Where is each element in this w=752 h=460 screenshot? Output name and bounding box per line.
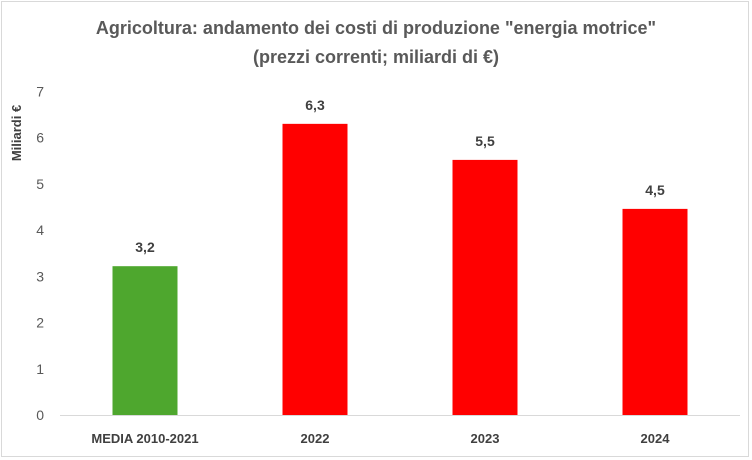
bar [282,123,348,415]
bars [112,123,688,415]
bar-value-label: 6,3 [305,97,325,113]
x-category-label: 2023 [471,431,500,446]
chart-title-line-1: Agricoltura: andamento dei costi di prod… [96,18,656,38]
bar [452,159,518,415]
value-labels: 3,2 6,3 5,5 4,5 [135,97,665,255]
y-axis-ticks: 0 1 2 3 4 5 6 7 [36,84,44,424]
y-tick-label: 4 [36,222,44,238]
y-axis-label: Miliardi € [9,105,24,161]
y-tick-label: 3 [36,268,44,284]
bar [622,208,688,415]
x-category-label: MEDIA 2010-2021 [91,431,198,446]
y-tick-label: 1 [36,361,44,377]
y-tick-label: 7 [36,84,44,100]
bar-value-label: 3,2 [135,239,155,255]
x-category-label: 2024 [641,431,671,446]
y-tick-label: 2 [36,315,44,331]
y-tick-label: 0 [36,407,44,423]
chart-title-line-2: (prezzi correnti; miliardi di €) [253,47,499,67]
bar-value-label: 4,5 [645,182,665,198]
category-labels: MEDIA 2010-2021 2022 2023 2024 [91,431,670,446]
x-category-label: 2022 [301,431,330,446]
y-tick-label: 5 [36,176,44,192]
bar-value-label: 5,5 [475,133,495,149]
y-tick-label: 6 [36,130,44,146]
bar [112,266,178,415]
